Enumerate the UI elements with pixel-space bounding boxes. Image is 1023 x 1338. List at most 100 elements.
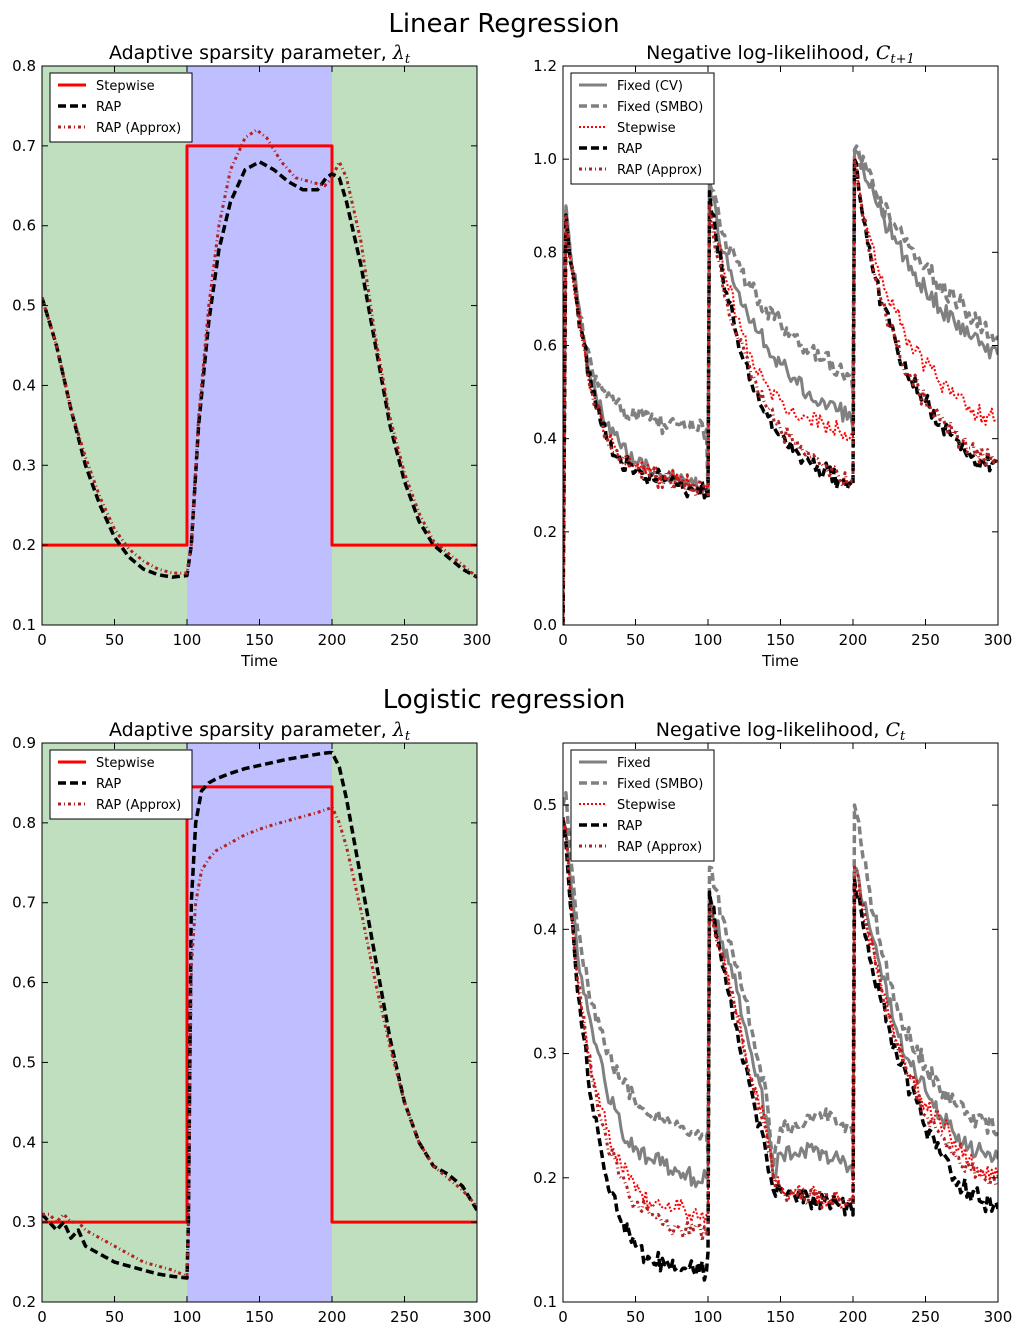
log-lambda-ytick-label: 0.7	[12, 894, 36, 912]
log-nll-legend-label: Fixed	[617, 756, 651, 771]
lin-nll-ytick-label: 0.2	[533, 523, 557, 541]
lin-nll-series-stepwise	[563, 158, 998, 625]
lin-nll-xtick-label: 0	[558, 631, 568, 649]
lin-lambda-xtick-label: 50	[105, 631, 124, 649]
lin-nll-xtick-label: 100	[694, 631, 723, 649]
chart-log-nll: 0 50 100 150 200 250 300 0.1 0.2 0.3 0.4 0.5 Negativ…	[533, 719, 1012, 1326]
log-lambda-xtick-label: 0	[37, 1308, 47, 1326]
log-nll-ytick-label: 0.3	[533, 1045, 557, 1063]
log-nll-series-stepwise	[563, 817, 998, 1224]
log-nll-xtick-label: 150	[766, 1308, 795, 1326]
chart-log-lambda: 0 50 100 150 200 250 300 0.2 0.3 0.4 0.5 0.6 0.7 0.8 0…	[12, 719, 491, 1326]
log-lambda-xtick-label: 200	[318, 1308, 347, 1326]
lin-lambda-xtick-label: 0	[37, 631, 47, 649]
lin-nll-legend-box	[570, 72, 715, 185]
log-lambda-title: Adaptive sparsity parameter, λt	[109, 719, 411, 744]
lin-nll-ytick-label: 0.0	[533, 616, 557, 634]
log-lambda-ytick-label: 0.5	[12, 1053, 36, 1071]
suptitle-linear: Linear Regression	[388, 9, 619, 39]
lin-nll-xtick-label: 50	[626, 631, 645, 649]
log-lambda-series-rap	[42, 750, 477, 1280]
lin-lambda-series-rap	[42, 160, 477, 579]
lin-nll-legend-label: RAP	[617, 142, 642, 157]
lin-nll-ytick-label: 0.6	[533, 337, 557, 355]
log-lambda-ytick-label: 0.6	[12, 974, 36, 992]
lin-lambda-xtick-label: 200	[318, 631, 347, 649]
lin-nll-series-rap-approx-	[563, 157, 998, 625]
lin-nll-series-fixed-cv-	[563, 148, 998, 625]
lin-lambda-ytick-label: 0.5	[12, 297, 36, 315]
lin-nll-ytick-label: 0.4	[533, 430, 557, 448]
lin-nll-series-rap	[563, 157, 998, 625]
lin-nll-xlabel: Time	[761, 652, 799, 670]
log-nll-title: Negative log-likelihood, Ct	[656, 719, 906, 744]
log-nll-legend-label: RAP (Approx)	[617, 840, 702, 855]
lin-lambda-xtick-label: 300	[463, 631, 492, 649]
log-nll-xtick-label: 250	[911, 1308, 940, 1326]
log-lambda-series-stepwise	[42, 785, 477, 1224]
log-nll-xtick-label: 50	[626, 1308, 645, 1326]
lin-lambda-region-2	[332, 66, 477, 625]
lin-lambda-ytick-label: 0.2	[12, 536, 36, 554]
log-lambda-xtick-label: 300	[463, 1308, 492, 1326]
lin-nll-xtick-label: 200	[839, 631, 868, 649]
lin-nll-title: Negative log-likelihood, Ct+1	[646, 42, 915, 67]
lin-lambda-legend-label: Stepwise	[96, 79, 155, 94]
lin-nll-legend-label: Fixed (SMBO)	[617, 100, 703, 115]
log-nll-series-fixed-smbo-	[563, 790, 998, 1168]
lin-lambda-series-stepwise	[42, 144, 477, 547]
lin-nll-xtick-label: 250	[911, 631, 940, 649]
lin-nll-ytick-label: 1.2	[533, 57, 557, 75]
log-nll-legend-label: Stepwise	[617, 798, 676, 813]
log-nll-legend-box	[570, 749, 715, 862]
log-nll-legend-label: Fixed (SMBO)	[617, 777, 703, 792]
log-lambda-ytick-label: 0.3	[12, 1213, 36, 1231]
lin-nll-legend-label: Fixed (CV)	[617, 79, 683, 94]
log-lambda-ytick-label: 0.2	[12, 1293, 36, 1311]
lin-lambda-ytick-label: 0.7	[12, 137, 36, 155]
lin-nll-ytick-label: 0.8	[533, 243, 557, 261]
log-lambda-ytick-label: 0.9	[12, 734, 36, 752]
lin-nll-series-fixed-smbo-	[563, 144, 998, 625]
lin-lambda-ytick-label: 0.1	[12, 616, 36, 634]
log-lambda-legend: Stepwise RAP RAP (Approx)	[49, 749, 193, 820]
log-nll-ytick-label: 0.5	[533, 796, 557, 814]
log-lambda-ytick-label: 0.4	[12, 1133, 36, 1151]
log-nll-xtick-label: 100	[694, 1308, 723, 1326]
lin-lambda-legend: Stepwise RAP RAP (Approx)	[49, 72, 193, 143]
log-lambda-legend-label: RAP	[96, 777, 121, 792]
log-lambda-region-2	[332, 743, 477, 1302]
log-nll-ytick-label: 0.2	[533, 1169, 557, 1187]
log-nll-series-rap	[563, 817, 998, 1282]
log-lambda-xtick-label: 50	[105, 1308, 124, 1326]
lin-nll-ytick-label: 1.0	[533, 150, 557, 168]
lin-lambda-xlabel: Time	[240, 652, 278, 670]
log-lambda-xtick-label: 150	[245, 1308, 274, 1326]
lin-lambda-ytick-label: 0.4	[12, 376, 36, 394]
log-lambda-region-0	[42, 743, 187, 1302]
lin-lambda-region-1	[187, 66, 332, 625]
lin-nll-xtick-label: 150	[766, 631, 795, 649]
log-lambda-legend-label: Stepwise	[96, 756, 155, 771]
lin-nll-xtick-label: 300	[984, 631, 1013, 649]
log-nll-legend-label: RAP	[617, 819, 642, 834]
lin-nll-legend-label: RAP (Approx)	[617, 163, 702, 178]
log-lambda-xtick-label: 250	[390, 1308, 419, 1326]
chart-lin-lambda: 0 50 100 150 200 250 300 0.1 0.2 0.3 0.4 0.5 0.6 0.7 0…	[12, 42, 491, 670]
lin-lambda-xtick-label: 250	[390, 631, 419, 649]
log-nll-series-rap-approx-	[563, 817, 998, 1243]
log-lambda-region-1	[187, 743, 332, 1302]
lin-lambda-ytick-label: 0.8	[12, 57, 36, 75]
log-nll-xtick-label: 0	[558, 1308, 568, 1326]
log-nll-xtick-label: 300	[984, 1308, 1013, 1326]
log-lambda-xtick-label: 100	[173, 1308, 202, 1326]
lin-lambda-xtick-label: 150	[245, 631, 274, 649]
log-nll-ytick-label: 0.1	[533, 1293, 557, 1311]
log-nll-xtick-label: 200	[839, 1308, 868, 1326]
lin-lambda-legend-label: RAP (Approx)	[96, 121, 181, 136]
log-nll-series-fixed	[563, 817, 998, 1189]
lin-nll-legend: Fixed (CV) Fixed (SMBO) Stepwise RAP RAP (Ap…	[570, 72, 715, 185]
log-lambda-ytick-label: 0.8	[12, 814, 36, 832]
